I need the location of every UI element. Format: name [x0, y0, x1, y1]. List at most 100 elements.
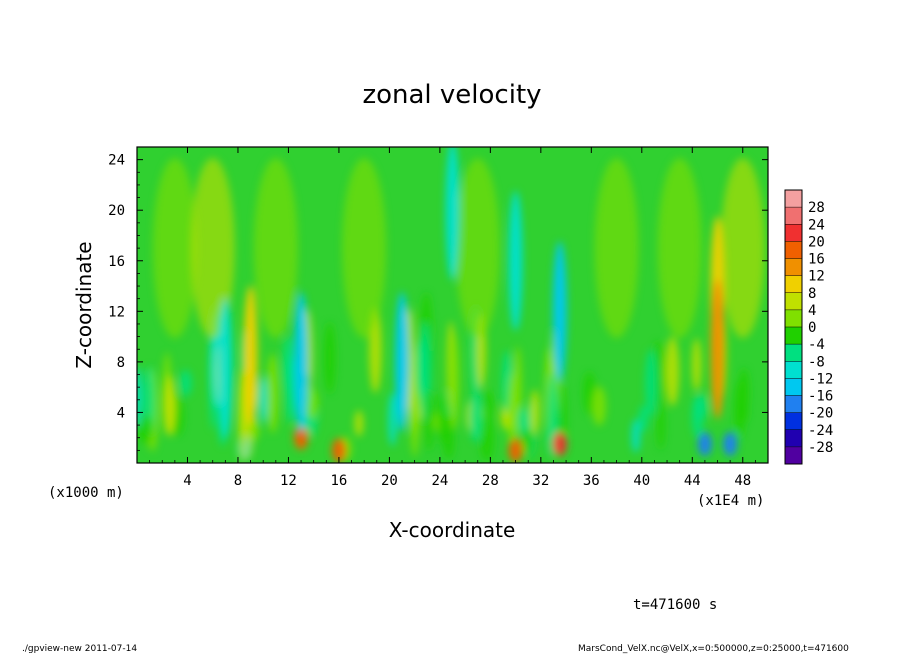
field-streak [324, 322, 336, 395]
colorbar-label: 24 [808, 217, 825, 233]
colorbar-cell [785, 241, 802, 259]
colorbar-cell [785, 275, 802, 293]
footer-right: MarsCond_VelX.nc@VelX,x=0:500000,z=0:250… [578, 644, 849, 654]
colorbar-cell [785, 207, 802, 225]
colorbar-label: 4 [808, 303, 816, 319]
x-tick-label: 4 [183, 473, 191, 489]
field-feature [508, 190, 523, 331]
colorbar-cell [785, 412, 802, 430]
field-streak [482, 390, 494, 420]
y-axis-label: Z-coordinate [72, 241, 96, 368]
field-streak [238, 369, 247, 463]
colorbar-label: -28 [808, 440, 833, 456]
x-axis-label: X-coordinate [389, 518, 516, 542]
field-streak [645, 349, 657, 417]
field-streak [691, 338, 702, 392]
colorbar-label: 20 [808, 234, 825, 250]
field-feature [445, 147, 460, 281]
colorbar-label: -20 [808, 406, 833, 422]
x-tick-label: 44 [684, 473, 701, 489]
field-band [342, 158, 387, 339]
field-streak [266, 353, 279, 434]
colorbar-label: 16 [808, 252, 825, 268]
field-feature [294, 291, 309, 432]
field-feature [331, 438, 346, 463]
field-streak [354, 410, 364, 437]
field-streak [522, 428, 534, 456]
field-streak [138, 414, 153, 445]
field-streak [665, 336, 680, 407]
velocity-field [137, 147, 765, 463]
colorbar-label: -24 [808, 423, 833, 439]
field-band [190, 158, 235, 339]
field-band [152, 158, 197, 339]
colorbar-cell [785, 309, 802, 327]
colorbar-cell [785, 327, 802, 345]
x-tick-label: 36 [583, 473, 600, 489]
field-streak [656, 400, 665, 450]
colorbar-cell [785, 395, 802, 413]
x-tick-label: 32 [532, 473, 549, 489]
field-streak [415, 339, 427, 398]
field-streak [480, 413, 494, 462]
colorbar-cell [785, 361, 802, 379]
x-tick-label: 16 [330, 473, 347, 489]
colorbar-label: 12 [808, 269, 825, 285]
time-label: t=471600 s [633, 597, 717, 613]
field-feature [710, 279, 725, 420]
field-feature [723, 432, 738, 457]
field-band [594, 158, 639, 339]
field-streak [530, 389, 540, 435]
x-axis-ticks: 4 8 12 16 20 24 28 32 36 40 44 48 [149, 147, 756, 489]
colorbar-label: -16 [808, 389, 833, 405]
colorbar-label: -12 [808, 371, 833, 387]
colorbar-cell [785, 446, 802, 464]
field-streak [631, 419, 641, 453]
field-streak [164, 386, 175, 437]
field-streak [284, 354, 296, 424]
field-feature [294, 425, 309, 450]
plot-area [136, 146, 769, 464]
colorbar-label: -8 [808, 354, 825, 370]
field-streak [424, 389, 434, 452]
colorbar-cell [785, 292, 802, 310]
x-multiplier-label: (x1E4 m) [697, 493, 764, 509]
y-tick-label: 4 [117, 405, 125, 421]
colorbar-cell [785, 224, 802, 242]
chart-title: zonal velocity [362, 80, 541, 110]
field-streak [249, 418, 260, 440]
field-streak [137, 366, 142, 427]
field-feature [243, 285, 258, 426]
field-band [657, 158, 702, 339]
field-streak [437, 389, 449, 444]
y-tick-label: 24 [108, 153, 125, 169]
x-tick-label: 24 [431, 473, 448, 489]
colorbar-cell [785, 258, 802, 276]
y-axis-ticks: 4 8 12 16 20 24 [108, 153, 768, 451]
x-unit-label: (x1000 m) [48, 485, 124, 501]
field-streak [448, 332, 460, 430]
field-feature [552, 432, 567, 457]
field-streak [638, 405, 649, 432]
colorbar-cell [785, 429, 802, 447]
field-streak [547, 372, 558, 452]
field-streak [508, 372, 518, 453]
colorbar-label: -4 [808, 337, 825, 353]
field-streak [179, 369, 192, 397]
field-streak [691, 395, 704, 437]
colorbar-label: 0 [808, 320, 816, 336]
y-tick-label: 20 [108, 203, 125, 219]
field-feature [697, 432, 712, 457]
y-tick-label: 16 [108, 254, 125, 270]
colorbar-label: 28 [808, 200, 825, 216]
field-streak [738, 368, 750, 417]
field-band [253, 158, 298, 339]
y-tick-label: 8 [117, 355, 125, 371]
field-feature [218, 298, 233, 439]
colorbar-cell [785, 378, 802, 396]
field-feature [552, 241, 567, 382]
y-tick-label: 12 [108, 304, 125, 320]
field-feature [395, 291, 410, 432]
